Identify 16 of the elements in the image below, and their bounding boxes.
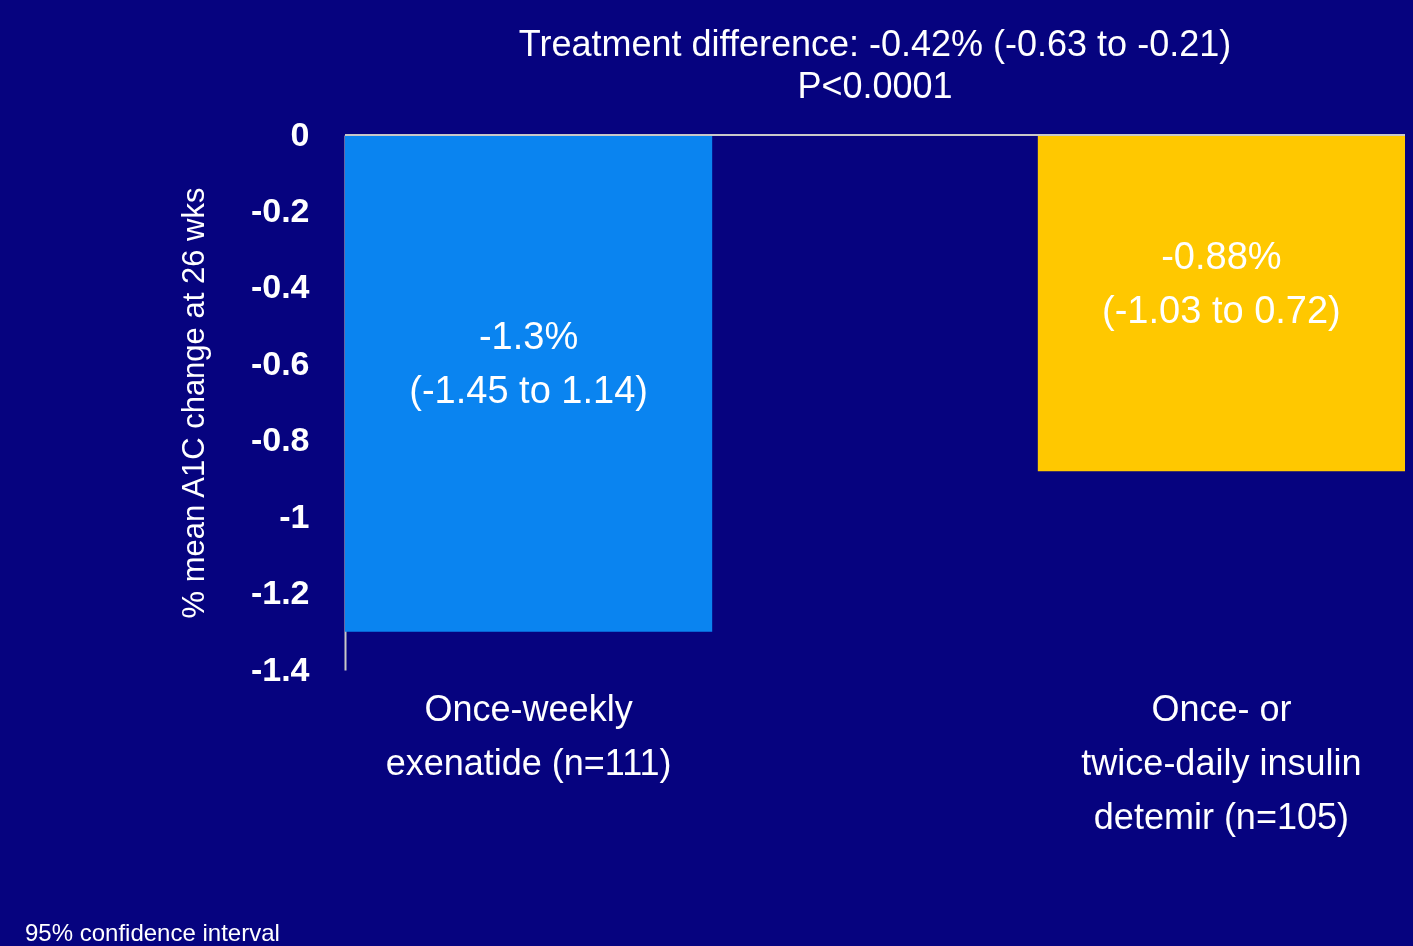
y-tick-label: -0.6 (250, 343, 310, 382)
y-tick-label: -0.4 (250, 267, 310, 306)
data-label: -1.3% (-1.45 to 1.14) (409, 315, 648, 412)
x-tick-label: Once- or twice-daily insulin detemir (n=105) (1081, 687, 1362, 837)
text: 95% confidence interval (25, 919, 280, 946)
x-tick-label: Once-weekly exenatide (n=111) (385, 687, 672, 783)
y-tick-label: 0 (290, 114, 310, 153)
y-tick-label: -1.2 (250, 573, 310, 612)
y-tick-label: -1 (279, 496, 310, 535)
data-label: -0.88% (-1.03 to 0.72) (1102, 235, 1341, 332)
chart-subtitle: P<0.0001 (797, 65, 953, 106)
y-tick-label: -1.4 (250, 649, 310, 688)
y-axis-title: % mean A1C change at 26 wks (175, 187, 211, 619)
chart-title: Treatment difference: -0.42% (-0.63 to -0.21) (518, 23, 1232, 64)
y-tick-label: -0.2 (250, 190, 310, 229)
y-tick-label: -0.8 (250, 420, 310, 459)
